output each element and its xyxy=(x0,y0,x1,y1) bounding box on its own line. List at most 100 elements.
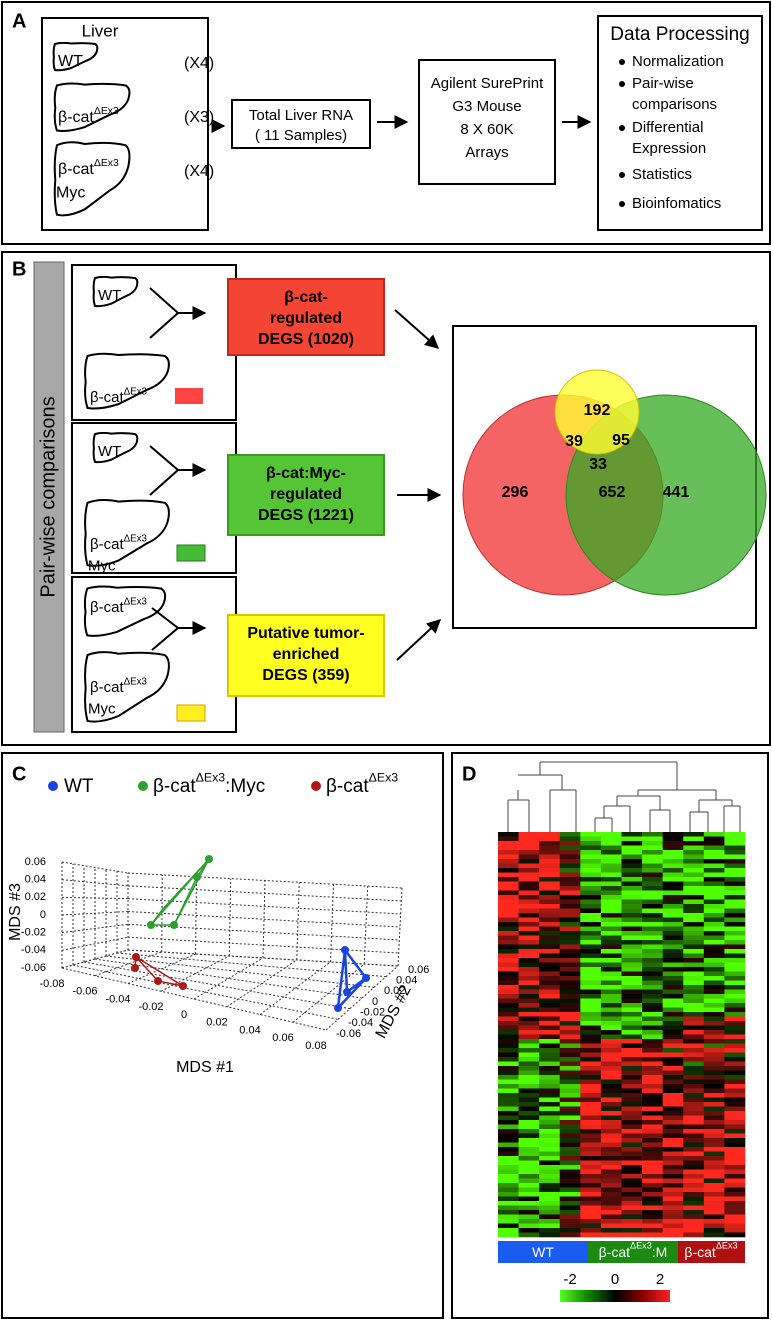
heatmap-cell xyxy=(683,1066,705,1071)
heatmap-cell xyxy=(703,1052,725,1058)
heatmap-cell xyxy=(498,1007,519,1013)
point xyxy=(131,964,139,972)
heatmap-cell xyxy=(683,1151,705,1157)
heatmap-cell xyxy=(724,890,746,896)
heatmap-cell xyxy=(559,1183,581,1188)
heatmap-cell xyxy=(703,1061,725,1067)
heatmap-cell xyxy=(559,1048,581,1053)
heatmap-cell xyxy=(724,863,746,869)
heatmap-cell xyxy=(600,940,622,945)
box-text: 8 X 60K xyxy=(460,121,513,138)
heatmap-cell xyxy=(621,1016,643,1022)
heatmap-cell xyxy=(662,1088,684,1094)
heatmap-cell xyxy=(539,854,561,860)
heatmap-cell xyxy=(600,926,622,932)
heatmap-cell xyxy=(621,1084,643,1089)
heatmap-cell xyxy=(580,886,602,891)
heatmap-cell xyxy=(539,1079,561,1085)
heatmap-cell xyxy=(662,1079,684,1085)
heatmap-cell xyxy=(559,1111,581,1116)
heatmap-cell xyxy=(539,1210,561,1215)
heatmap-cell xyxy=(559,1133,581,1139)
count-label: (X4) xyxy=(184,163,214,180)
heatmap-cell xyxy=(580,1079,602,1085)
heatmap-cell xyxy=(662,1034,684,1040)
heatmap-cell xyxy=(642,845,663,851)
heatmap-cell xyxy=(683,863,705,869)
heatmap-cell xyxy=(683,1030,705,1035)
heatmap-cell xyxy=(724,913,746,918)
heatmap-cell xyxy=(621,1106,643,1112)
heatmap-cell xyxy=(580,1039,602,1044)
grid-line xyxy=(127,911,401,928)
heatmap-cell xyxy=(580,1124,602,1130)
heatmap-cell xyxy=(662,949,684,954)
heatmap-cell xyxy=(662,881,684,887)
heatmap-cell xyxy=(539,904,561,909)
heatmap-cell xyxy=(724,1102,746,1107)
heatmap-cell xyxy=(703,1192,725,1197)
rich-label: β-catΔEx3 xyxy=(684,1241,737,1260)
heatmap-cell xyxy=(600,1012,622,1017)
heatmap-cell xyxy=(642,1093,663,1098)
heatmap-cell xyxy=(518,953,540,959)
heatmap-cell xyxy=(683,868,705,873)
heatmap-cell xyxy=(703,904,725,909)
heatmap-cell xyxy=(621,1165,643,1170)
heatmap-cell xyxy=(621,836,643,842)
heatmap-cell xyxy=(600,1138,622,1143)
heatmap-cell xyxy=(724,953,746,959)
heatmap-cell xyxy=(724,1120,746,1125)
heatmap-cell xyxy=(724,1034,746,1040)
heatmap-cell xyxy=(498,1016,519,1022)
heatmap-cell xyxy=(724,940,746,945)
heatmap-cell xyxy=(621,1219,643,1224)
heatmap-cell xyxy=(662,836,684,842)
heatmap-cell xyxy=(642,1039,663,1044)
grid-line xyxy=(193,957,264,1000)
heatmap-cell xyxy=(683,1138,705,1143)
heatmap-cell xyxy=(498,1048,519,1053)
heatmap-cell xyxy=(683,962,705,968)
heatmap-cell xyxy=(621,1142,643,1148)
heatmap-cell xyxy=(518,931,540,936)
heatmap-cell xyxy=(498,1196,519,1202)
rich-label: β-catΔEx3:M xyxy=(599,1241,668,1260)
heatmap-cell xyxy=(580,868,602,873)
heatmap-cell xyxy=(621,832,643,837)
x-tick-label: -0.02 xyxy=(138,1001,163,1013)
heatmap-cell xyxy=(539,1160,561,1166)
heatmap-cell xyxy=(539,1106,561,1112)
heatmap-cell xyxy=(498,1079,519,1085)
heatmap-cell xyxy=(642,1057,663,1062)
heatmap-cell xyxy=(724,926,746,932)
heatmap-cell xyxy=(539,1147,561,1152)
heatmap-cell xyxy=(621,1012,643,1017)
z-tick-label: 0.02 xyxy=(25,891,46,903)
heatmap-cell xyxy=(518,836,540,842)
heatmap-cell xyxy=(539,976,561,981)
heatmap-cell xyxy=(703,1025,725,1031)
panel-label: B xyxy=(12,258,26,280)
heatmap-cell xyxy=(662,1165,684,1170)
heatmap-cell xyxy=(642,1205,663,1211)
heatmap-cell xyxy=(600,1052,622,1058)
heatmap-cell xyxy=(642,863,663,869)
heatmap-cell xyxy=(600,877,622,882)
heatmap-cell xyxy=(600,989,622,995)
heatmap-cell xyxy=(662,832,684,837)
heatmap-cell xyxy=(518,1129,540,1134)
heatmap-cell xyxy=(580,1106,602,1112)
heatmap-cell xyxy=(642,1187,663,1193)
heatmap-cell xyxy=(724,1133,746,1139)
heatmap-cell xyxy=(518,1088,540,1094)
heatmap-cell xyxy=(642,1124,663,1130)
heatmap-cell xyxy=(703,1057,725,1062)
heatmap-cell xyxy=(518,1012,540,1017)
y-tick-label: 0.02 xyxy=(384,985,405,997)
heatmap-cell xyxy=(580,836,602,842)
heatmap-cell xyxy=(539,1034,561,1040)
heatmap-cell xyxy=(642,1156,663,1161)
grid-line xyxy=(61,861,129,874)
heatmap-cell xyxy=(559,904,581,909)
